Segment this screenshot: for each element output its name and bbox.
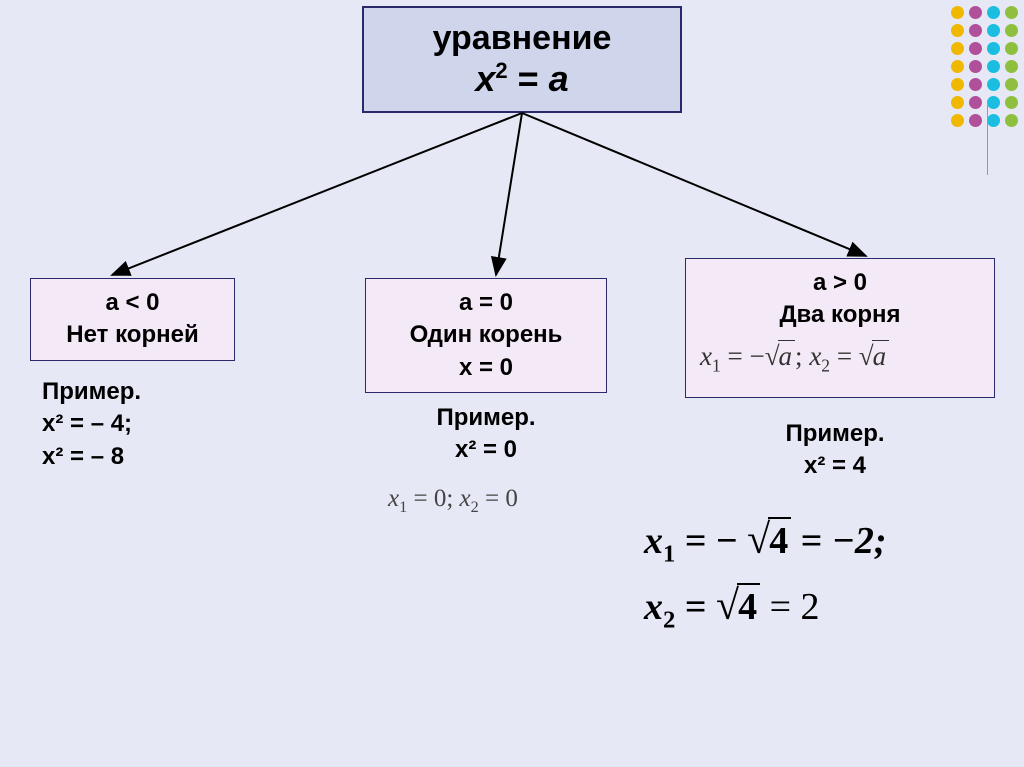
case2-root: x = 0 [378, 352, 594, 384]
example-3: Пример. x² = 4 [730, 418, 940, 483]
solution-3-line1: x1 = − 4 = −2; [644, 516, 887, 569]
example-1: Пример. x² = – 4; x² = – 8 [42, 376, 141, 473]
s3b-s: 2 [663, 607, 675, 634]
ex1-l2: x² = – 8 [42, 441, 141, 473]
f3-x2: x [809, 341, 821, 371]
case1-cond: a < 0 [43, 287, 222, 319]
title-box: уравнение x2 = a [362, 6, 682, 113]
sqrt-icon: 4 [747, 516, 791, 564]
title-exp: 2 [495, 58, 507, 83]
s3a-rhs: −2; [832, 520, 887, 562]
f3-eq1: = [728, 341, 750, 371]
s3a-rad: 4 [769, 520, 788, 562]
title-text: уравнение [364, 19, 680, 58]
title-rhs: a [549, 58, 569, 99]
f3-x2s: 2 [821, 355, 830, 375]
case-box-negative: a < 0 Нет корней [30, 278, 235, 361]
s3b-rhs: 2 [801, 586, 820, 628]
s3a-eq1: = [685, 520, 716, 562]
ex1-l1: x² = – 4; [42, 408, 141, 440]
sqrt-icon: a [859, 340, 889, 372]
f3-a1: a [779, 341, 793, 371]
ex3-l1: x² = 4 [730, 450, 940, 482]
f3-eq2: = [837, 341, 859, 371]
decorative-divider [987, 105, 988, 175]
s3a-neg: − [716, 520, 738, 562]
title-equation: x2 = a [364, 58, 680, 99]
case-box-zero: a = 0 Один корень x = 0 [365, 278, 607, 393]
s3b-x: x [644, 586, 663, 628]
case2-cond: a = 0 [378, 287, 594, 319]
title-eq: = [508, 58, 549, 99]
s3b-rad: 4 [738, 586, 757, 628]
f3-x1s: 1 [712, 355, 721, 375]
case3-formula: x1 = −a; x2 = a [700, 340, 889, 376]
s2-e: = 0 [479, 485, 518, 512]
example-2: Пример. x² = 0 [406, 402, 566, 467]
ex1-label: Пример. [42, 376, 141, 408]
case-box-positive: a > 0 Два корня [685, 258, 995, 398]
s2-s2: 2 [471, 498, 479, 516]
solution-3-line2: x2 = 4 = 2 [644, 582, 820, 635]
s2-x2: x [460, 485, 471, 512]
ex3-label: Пример. [730, 418, 940, 450]
s3a-eq2: = [801, 520, 832, 562]
ex2-l1: x² = 0 [406, 434, 566, 466]
ex2-label: Пример. [406, 402, 566, 434]
s3b-eq2: = [770, 586, 801, 628]
f3-neg: − [749, 341, 764, 371]
sqrt-icon: 4 [716, 582, 760, 630]
f3-sep: ; [795, 341, 809, 371]
case2-result: Один корень [378, 319, 594, 351]
f3-x1: x [700, 341, 712, 371]
f3-a2: a [873, 341, 887, 371]
case1-result: Нет корней [43, 319, 222, 351]
solution-2: x1 = 0; x2 = 0 [388, 485, 518, 517]
s3b-eq1: = [685, 586, 716, 628]
s2-m: = 0; [407, 485, 459, 512]
case3-cond: a > 0 [698, 267, 982, 299]
sqrt-icon: a [765, 340, 795, 372]
s2-x1: x [388, 485, 399, 512]
decorative-dots [951, 6, 1018, 132]
case3-result: Два корня [698, 299, 982, 331]
s3a-s: 1 [663, 541, 675, 568]
s3a-x: x [644, 520, 663, 562]
title-var: x [475, 58, 495, 99]
